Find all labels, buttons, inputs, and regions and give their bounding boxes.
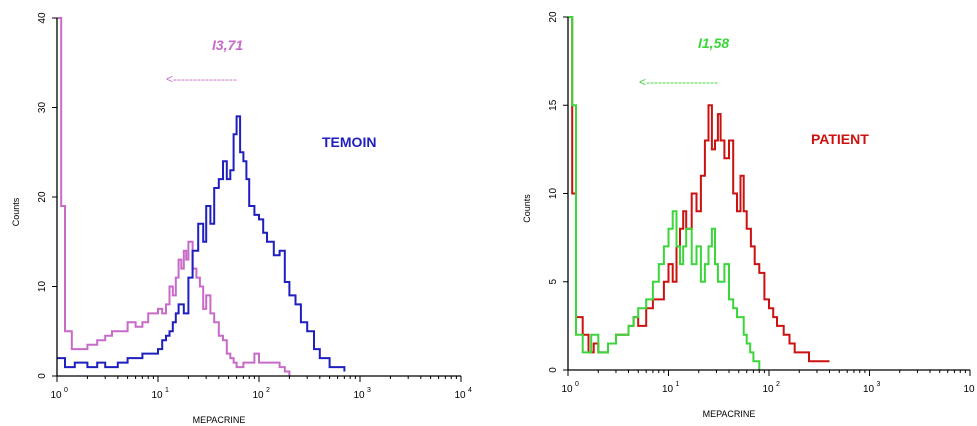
x-tick-label: 10 [561, 384, 573, 395]
x-tick-label: 10 [863, 384, 875, 395]
x-axis-label: MEPACRINE [703, 409, 756, 419]
shift-arrow: <------------------ [639, 75, 718, 89]
x-tick-exponent: 0 [575, 381, 579, 388]
series-line-2 [57, 115, 346, 372]
x-tick-label: 10 [963, 384, 975, 395]
x-tick-label: 10 [353, 390, 365, 401]
x-tick-label: 10 [762, 384, 774, 395]
series-line-1 [57, 17, 291, 376]
x-axis-label: MEPACRINE [193, 415, 246, 425]
x-tick-label: 10 [50, 390, 62, 401]
x-tick-exponent: 2 [776, 381, 780, 388]
y-tick-label: 0 [37, 373, 48, 379]
series-line-2 [568, 16, 761, 370]
y-tick-label: 10 [548, 188, 559, 200]
x-tick-label: 10 [252, 390, 264, 401]
y-tick-label: 0 [548, 367, 559, 373]
y-tick-label: 20 [37, 191, 48, 203]
y-tick-label: 40 [37, 12, 48, 24]
ratio-label: I3,71 [212, 37, 243, 53]
x-tick-exponent: 3 [877, 381, 881, 388]
group-label: TEMOIN [322, 134, 376, 150]
y-tick-label: 20 [548, 11, 559, 23]
group-label: PATIENT [811, 131, 869, 147]
x-tick-exponent: 1 [165, 387, 169, 394]
x-tick-label: 10 [151, 390, 163, 401]
y-axis-label: Counts [11, 197, 21, 226]
x-tick-exponent: 1 [676, 381, 680, 388]
y-tick-label: 5 [548, 279, 559, 285]
x-tick-exponent: 0 [64, 387, 68, 394]
x-tick-exponent: 4 [468, 387, 472, 394]
x-tick-exponent: 3 [367, 387, 371, 394]
y-axis-label: Counts [522, 194, 532, 223]
x-tick-exponent: 2 [266, 387, 270, 394]
x-tick-label: 10 [662, 384, 674, 395]
series-line-1 [568, 16, 830, 363]
x-tick-label: 10 [454, 390, 466, 401]
shift-arrow: <---------------- [166, 72, 237, 86]
ratio-label: I1,58 [698, 35, 729, 51]
chart-panel-2: 05101520100101102103104MEPACRINECountsPA… [522, 11, 975, 419]
y-tick-label: 30 [37, 102, 48, 114]
y-tick-label: 15 [548, 99, 559, 111]
y-tick-label: 10 [37, 281, 48, 293]
